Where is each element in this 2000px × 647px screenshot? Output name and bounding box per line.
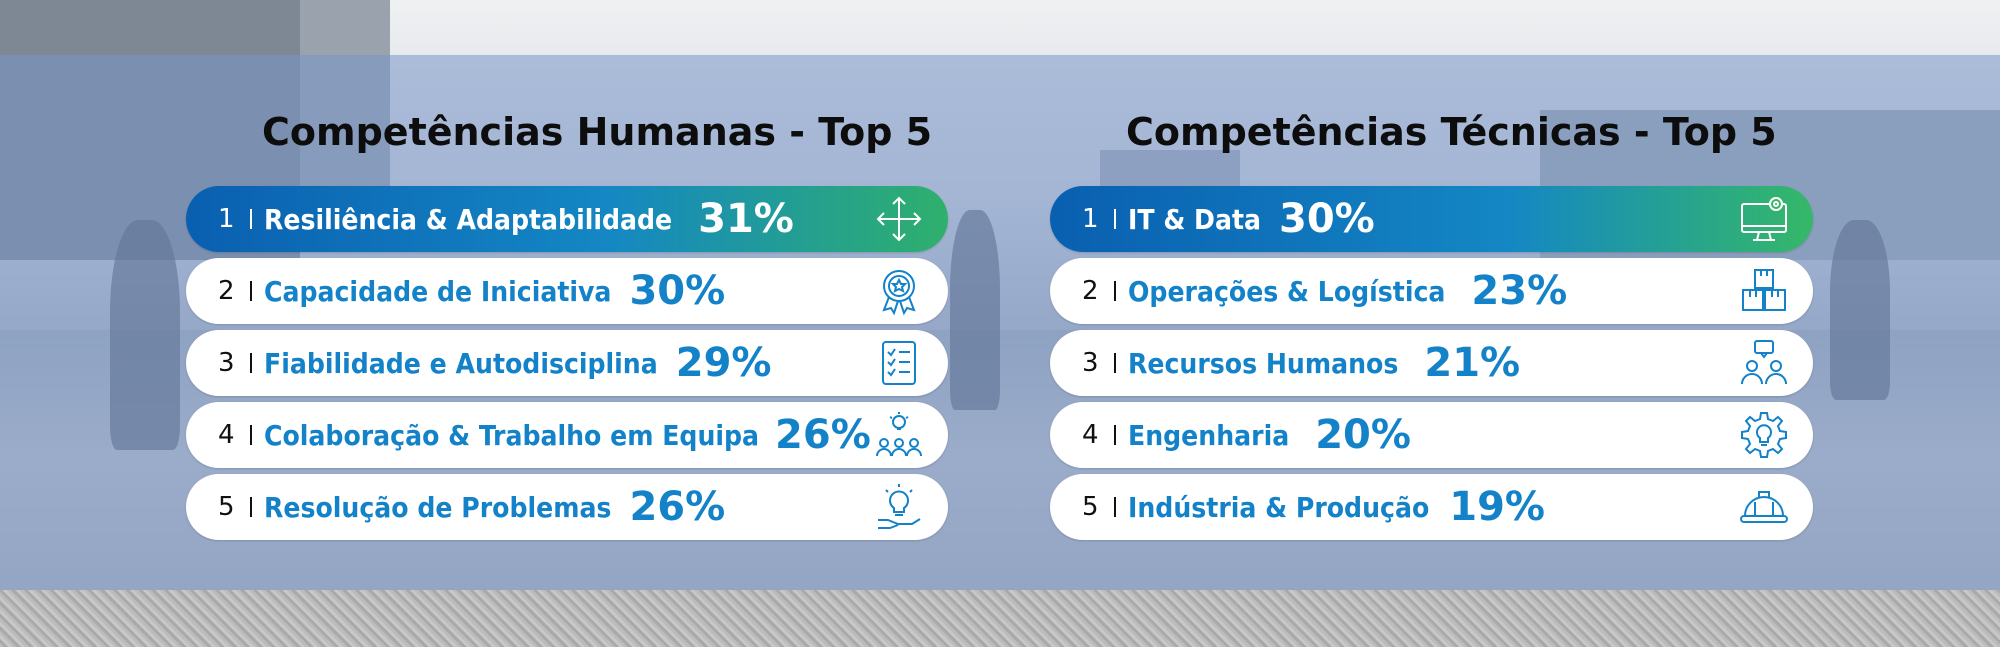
rank-number: 2 [1082, 276, 1099, 306]
rank-separator [1114, 353, 1116, 373]
rank-number: 4 [218, 420, 235, 450]
technical-skill-row-5: 5 Indústria & Produção 19% [1050, 474, 1813, 540]
skill-label: Indústria & Produção [1128, 490, 1430, 524]
skill-label: Fiabilidade e Autodisciplina [264, 346, 658, 380]
skill-label: Capacidade de Iniciativa [264, 274, 612, 308]
rank-separator [250, 497, 252, 517]
technical-skill-row-4: 4 Engenharia 20% [1050, 402, 1813, 468]
skill-percent: 26% [629, 484, 726, 530]
monitor-gear-icon [1739, 194, 1789, 244]
skill-percent: 20% [1315, 412, 1411, 458]
skill-percent: 31% [698, 196, 794, 242]
skill-percent: 21% [1424, 340, 1521, 386]
human-skills-title: Competências Humanas - Top 5 [262, 110, 933, 154]
skill-label: Operações & Logística [1128, 274, 1446, 308]
rank-separator [250, 425, 252, 445]
hard-hat-icon [1739, 482, 1789, 532]
skill-label: IT & Data [1128, 202, 1261, 236]
human-skill-row-1: 1 Resiliência & Adaptabilidade 31% [186, 186, 948, 252]
hand-lightbulb-icon [874, 482, 924, 532]
skill-label: Recursos Humanos [1128, 346, 1399, 380]
award-badge-icon [874, 266, 924, 316]
rank-number: 5 [1082, 492, 1099, 522]
checklist-icon [874, 338, 924, 388]
people-chat-icon [1739, 338, 1789, 388]
human-skill-row-4: 4 Colaboração & Trabalho em Equipa 26% [186, 402, 948, 468]
technical-skills-title: Competências Técnicas - Top 5 [1126, 110, 1777, 154]
gear-bulb-icon [1739, 410, 1789, 460]
move-arrows-icon [874, 194, 924, 244]
human-skill-row-2: 2 Capacidade de Iniciativa 30% [186, 258, 948, 324]
rank-number: 2 [218, 276, 235, 306]
team-idea-icon [874, 410, 924, 460]
rank-number: 3 [218, 348, 235, 378]
rank-separator [250, 281, 252, 301]
technical-skill-row-2: 2 Operações & Logística 23% [1050, 258, 1813, 324]
skill-percent: 23% [1471, 268, 1568, 314]
rank-separator [250, 353, 252, 373]
rank-separator [1114, 425, 1116, 445]
rank-separator [1114, 281, 1116, 301]
rank-separator [250, 209, 252, 229]
rank-number: 3 [1082, 348, 1099, 378]
skill-percent: 30% [629, 268, 726, 314]
rank-number: 1 [218, 204, 235, 234]
rank-number: 5 [218, 492, 235, 522]
skill-percent: 19% [1449, 484, 1546, 530]
rank-separator [1114, 497, 1116, 517]
skill-label: Resiliência & Adaptabilidade [264, 202, 673, 236]
skill-label: Resolução de Problemas [264, 490, 612, 524]
skill-percent: 30% [1279, 196, 1375, 242]
human-skill-row-3: 3 Fiabilidade e Autodisciplina 29% [186, 330, 948, 396]
rank-separator [1114, 209, 1116, 229]
human-skill-row-5: 5 Resolução de Problemas 26% [186, 474, 948, 540]
skill-label: Engenharia [1128, 418, 1290, 452]
skill-label: Colaboração & Trabalho em Equipa [264, 418, 760, 452]
technical-skill-row-1: 1 IT & Data 30% [1050, 186, 1813, 252]
boxes-icon [1739, 266, 1789, 316]
skill-percent: 26% [775, 412, 871, 458]
skill-percent: 29% [675, 340, 772, 386]
technical-skill-row-3: 3 Recursos Humanos 21% [1050, 330, 1813, 396]
rank-number: 1 [1082, 204, 1099, 234]
rank-number: 4 [1082, 420, 1099, 450]
